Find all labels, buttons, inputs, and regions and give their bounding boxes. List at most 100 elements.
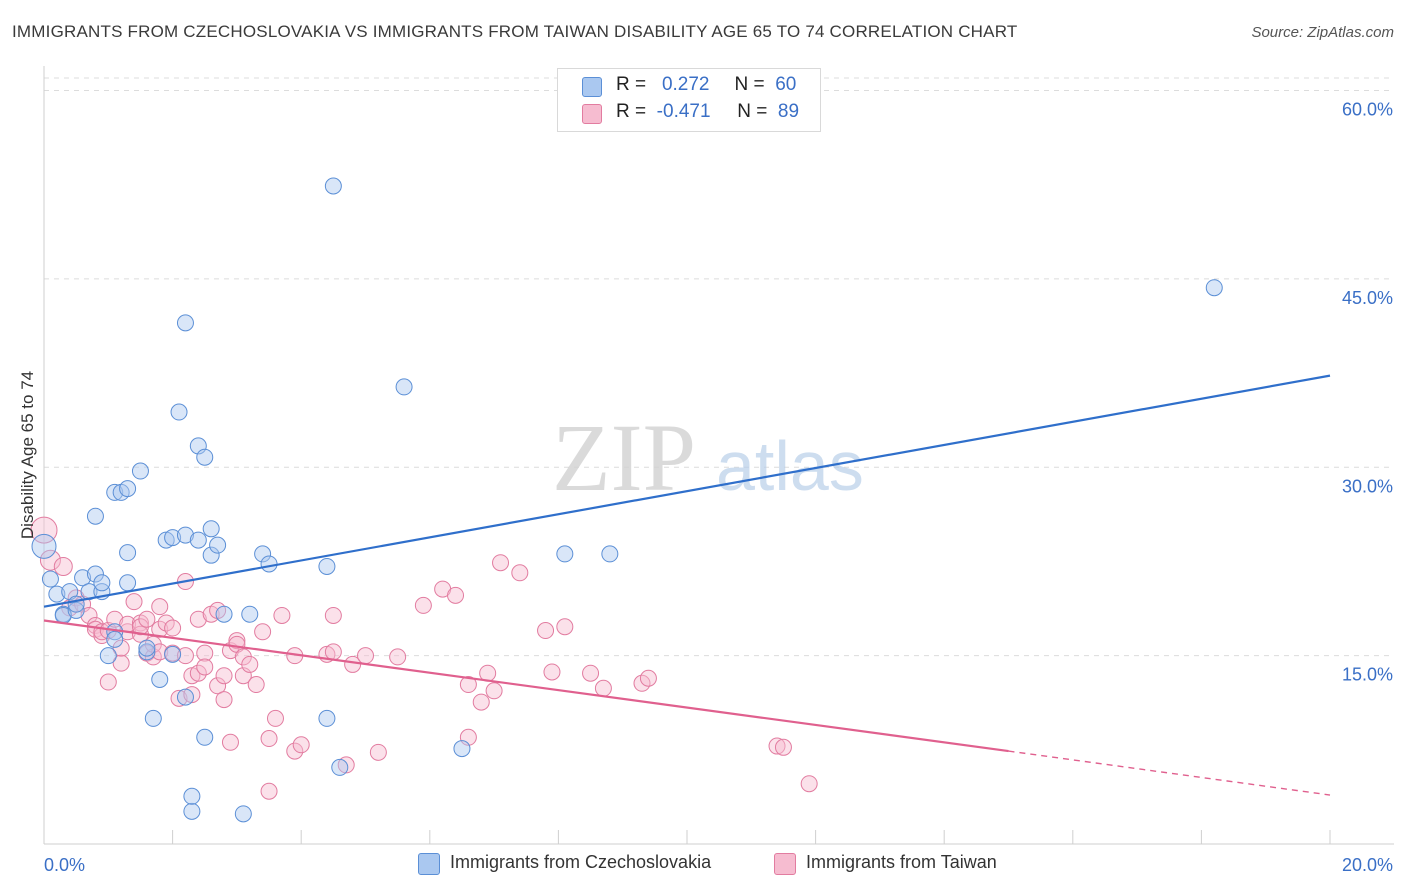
legend-label-czech: Immigrants from Czechoslovakia [450, 852, 712, 872]
czech-point [151, 670, 169, 688]
chart-title: IMMIGRANTS FROM CZECHOSLOVAKIA VS IMMIGR… [12, 22, 1018, 41]
czech-point [67, 601, 85, 619]
taiwan-point [369, 743, 387, 761]
taiwan-point [254, 623, 272, 641]
czech-point [202, 520, 220, 538]
taiwan-point [266, 709, 284, 727]
czech-point [209, 536, 227, 554]
czech-point [164, 645, 182, 663]
legend-n-value-taiwan: 89 [777, 101, 800, 122]
taiwan-point [151, 643, 169, 661]
czech-point [331, 758, 349, 776]
taiwan-point [189, 610, 207, 628]
legend-n-label: N = [734, 74, 765, 95]
taiwan-point [543, 663, 561, 681]
czech-point [119, 480, 137, 498]
trend-line-czech [43, 374, 1331, 608]
taiwan-point [774, 738, 792, 756]
legend-r-label: R = [616, 101, 647, 122]
taiwan-point [215, 667, 233, 685]
legend-swatch-taiwan [582, 104, 602, 124]
czech-point [138, 643, 156, 661]
legend-swatch-czech [418, 853, 440, 875]
czech-point [176, 526, 194, 544]
taiwan-point [594, 679, 612, 697]
czech-point [196, 728, 214, 746]
taiwan-point [196, 644, 214, 662]
czech-point [183, 802, 201, 820]
taiwan-point [324, 606, 342, 624]
czech-point [318, 709, 336, 727]
czech-point [131, 462, 149, 480]
taiwan-point [164, 619, 182, 637]
taiwan-point [209, 677, 227, 695]
stats-legend: R = 0.272 N = 60 R = -0.471 N = 89 [557, 68, 821, 132]
legend-r-label: R = [616, 74, 647, 95]
taiwan-point [639, 669, 657, 687]
czech-point [106, 483, 124, 501]
taiwan-point [768, 737, 786, 755]
czech-point [324, 177, 342, 195]
taiwan-point [215, 691, 233, 709]
czech-point [215, 605, 233, 623]
taiwan-point [106, 610, 124, 628]
trend-line-taiwan-extension [1008, 750, 1331, 796]
taiwan-point [39, 549, 61, 571]
czech-point [106, 630, 124, 648]
taiwan-point [273, 606, 291, 624]
watermark-zip: ZIP [552, 404, 696, 511]
taiwan-point [80, 606, 98, 624]
taiwan-point [260, 730, 278, 748]
czech-point [556, 545, 574, 563]
czech-point [164, 529, 182, 547]
legend-r-value-czech: 0.272 [661, 74, 710, 95]
taiwan-point [151, 620, 169, 638]
taiwan-point [196, 658, 214, 676]
czech-point [183, 787, 201, 805]
taiwan-point [125, 593, 143, 611]
taiwan-point [176, 647, 194, 665]
taiwan-point [112, 639, 130, 657]
legend-n-value-czech: 60 [775, 74, 797, 95]
y-tick-label: 60.0% [1342, 100, 1393, 120]
czech-point [170, 403, 188, 421]
taiwan-point [556, 618, 574, 636]
czech-point [74, 569, 92, 587]
y-tick-label: 45.0% [1342, 288, 1393, 308]
czech-point [254, 545, 272, 563]
czech-point [241, 605, 259, 623]
taiwan-point [537, 622, 555, 640]
taiwan-point [53, 556, 73, 576]
taiwan-point [221, 733, 239, 751]
czech-point [93, 574, 111, 592]
taiwan-point [472, 693, 490, 711]
taiwan-point [241, 655, 259, 673]
taiwan-point [170, 689, 188, 707]
czech-point [119, 544, 137, 562]
x-tick-label-min: 0.0% [44, 855, 85, 875]
taiwan-point [292, 736, 310, 754]
czech-point [189, 531, 207, 549]
czech-point [119, 574, 137, 592]
taiwan-point [389, 648, 407, 666]
grid-lines [44, 77, 1394, 657]
czech-point [144, 709, 162, 727]
czech-point [453, 740, 471, 758]
axes [43, 66, 1394, 845]
czech-point [176, 314, 194, 332]
czech-point [67, 595, 85, 613]
taiwan-point [800, 775, 818, 793]
czech-point [1205, 279, 1223, 297]
taiwan-point [582, 664, 600, 682]
legend-swatch-taiwan [774, 853, 796, 875]
taiwan-point [357, 647, 374, 665]
taiwan-point [228, 632, 246, 650]
trend-lines [43, 374, 1331, 796]
trend-line-taiwan [43, 619, 1009, 753]
czech-point [196, 448, 214, 466]
taiwan-point [99, 673, 117, 691]
czech-point [601, 545, 619, 563]
watermark: ZIP atlas [552, 404, 864, 511]
czech-point [99, 647, 117, 665]
czech-point [86, 565, 104, 583]
